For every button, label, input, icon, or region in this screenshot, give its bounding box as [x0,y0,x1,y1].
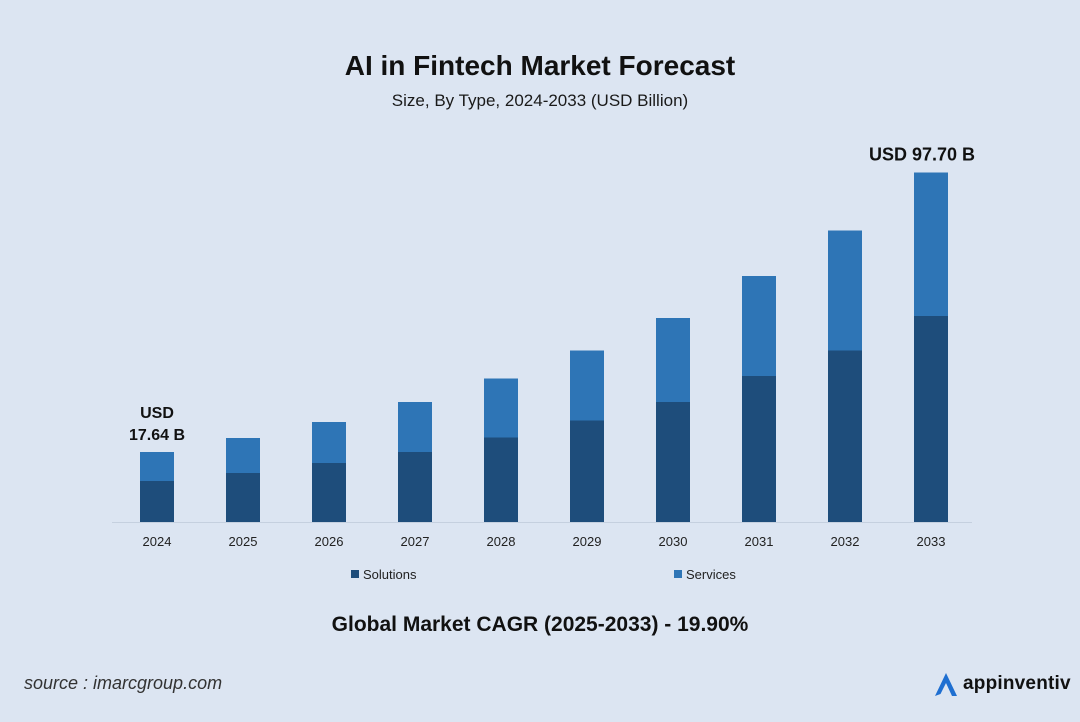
chart-subtitle: Size, By Type, 2024-2033 (USD Billion) [391,91,689,110]
x-tick-label-2029: 2029 [573,534,602,549]
stacked-bar-chart: 2024 2025 2026 2027 2028 2029 2030 2031 2032 2033… [112,145,975,582]
x-tick-label-2030: 2030 [659,534,688,549]
x-tick-label-2025: 2025 [229,534,258,549]
bar-services-2025 [226,438,260,473]
brand-logo: appinventiv [932,668,1071,700]
bar-services-2028 [484,378,518,438]
bar-services-2024 [140,452,174,481]
chart-title: AI in Fintech Market Forecast [344,50,736,81]
x-tick-label-2028: 2028 [487,534,516,549]
cagr-note: Global Market CAGR (2025-2033) - 19.90% [331,613,749,636]
x-tick-label-2026: 2026 [315,534,344,549]
brand-logo-icon [935,673,957,696]
bar-solutions-2033 [914,316,948,522]
bar-solutions-2032 [828,350,862,522]
bar-services-2031 [742,276,776,376]
data-label-2033-0: USD 97.70 B [869,145,975,165]
bar-solutions-2026 [312,463,346,522]
x-tick-label-2027: 2027 [401,534,430,549]
legend-label-services: Services [686,567,736,582]
data-label-2024-0: USD [140,405,174,422]
bar-services-2032 [828,230,862,351]
data-label-2024-1: 17.64 B [129,427,185,444]
bar-services-2027 [398,402,432,452]
bar-solutions-2028 [484,437,518,522]
bar-solutions-2025 [226,473,260,522]
legend-label-solutions: Solutions [363,567,417,582]
x-tick-label-2024: 2024 [143,534,172,549]
legend-swatch-solutions [351,570,359,578]
bar-services-2029 [570,350,604,421]
bar-solutions-2029 [570,420,604,522]
bar-services-2026 [312,422,346,463]
bar-solutions-2024 [140,481,174,522]
bar-services-2030 [656,318,690,402]
bar-solutions-2030 [656,402,690,522]
source-note: source : imarcgroup.com [24,673,223,693]
brand-name: appinventiv [963,673,1071,694]
bar-solutions-2031 [742,376,776,522]
x-tick-label-2033: 2033 [917,534,946,549]
x-tick-label-2032: 2032 [831,534,860,549]
legend-swatch-services [674,570,682,578]
x-tick-label-2031: 2031 [745,534,774,549]
bar-solutions-2027 [398,452,432,522]
bar-services-2033 [914,172,948,316]
